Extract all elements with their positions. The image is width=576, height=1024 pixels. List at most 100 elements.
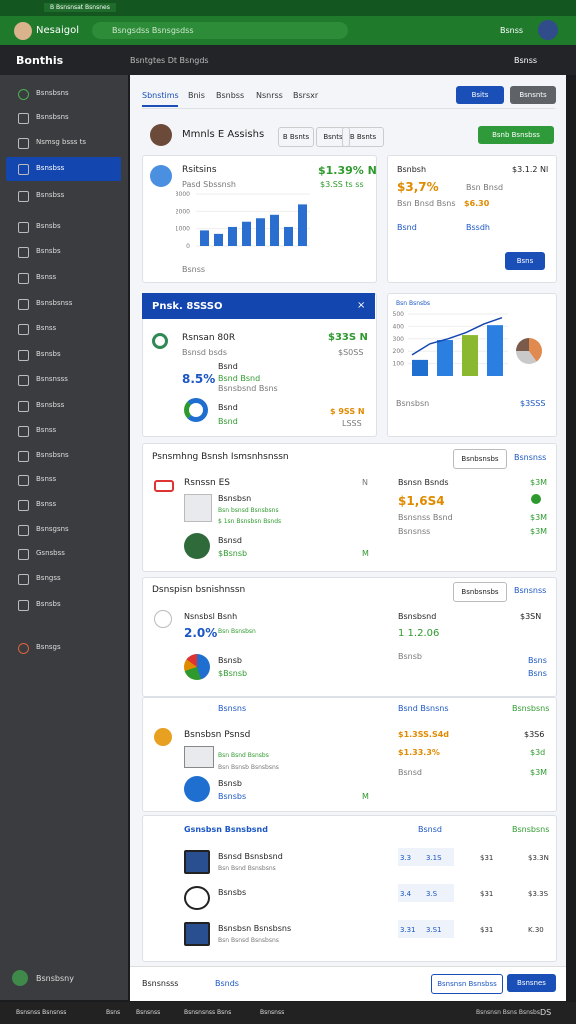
sidebar-item[interactable]: Bsnss — [36, 426, 57, 434]
sidebar-item[interactable]: Bsnsgsns — [36, 525, 69, 533]
sidebar-item[interactable]: Bsnsbss — [36, 191, 65, 199]
footer-link[interactable]: Bsnds — [215, 979, 239, 988]
alert-foot-value: $ 9SS N — [330, 407, 365, 416]
tab[interactable]: Bsrsxr — [293, 91, 319, 100]
tab-divider — [142, 108, 555, 109]
primary-button[interactable]: Bsits — [456, 86, 504, 104]
y-tick-label: 2000 — [176, 208, 190, 215]
row-icon — [184, 533, 210, 559]
section-link[interactable]: Bsnsnss — [514, 586, 547, 595]
sidebar-footer-icon — [12, 970, 28, 986]
section-link[interactable]: Bsnsnss — [514, 453, 547, 462]
secondary-button[interactable]: Bsnsnts — [510, 86, 556, 104]
address-bar[interactable] — [92, 22, 348, 39]
taskbar-item[interactable]: Bsnsnss Bsnsnss — [16, 1009, 67, 1016]
row-name: Bsnsbsn Bsnsbsns — [218, 924, 292, 933]
trend-caption: Bsnsbsn — [396, 399, 430, 408]
sidebar-item[interactable]: Bsnsbs — [36, 350, 61, 358]
tab[interactable]: Bsnbss — [216, 91, 245, 100]
sidebar-icon — [18, 401, 29, 412]
tab[interactable]: Bnis — [188, 91, 205, 100]
alert-detail: Bsnd Bsnd — [218, 374, 261, 383]
row-mark: $3d — [530, 748, 546, 757]
sidebar-icon — [18, 138, 29, 149]
y-tick-label: 400 — [393, 323, 405, 330]
summary-foot-left: Bsnd — [397, 223, 417, 232]
sidebar-icon — [18, 643, 29, 654]
row-name: Bsnsbsn — [218, 494, 252, 503]
row-right-title: Bsnsn Bsnds — [398, 478, 449, 487]
sidebar-item[interactable]: Bsnsbsns — [36, 113, 69, 121]
row-band — [398, 920, 454, 938]
row-thumb — [184, 886, 210, 910]
account-label[interactable]: Bsnss — [500, 26, 524, 35]
sidebar-item[interactable]: Bsnss — [36, 273, 57, 281]
sidebar-item[interactable]: Bsnsbsns — [36, 451, 69, 459]
sidebar-item[interactable]: Nsmsg bsss ts — [36, 138, 87, 146]
tab[interactable]: Nsnrss — [256, 91, 283, 100]
sidebar-item[interactable]: Bsnsbs — [36, 222, 61, 230]
row-detail: Bsnsnss — [398, 527, 431, 536]
row-icon — [154, 480, 174, 492]
sidebar-item[interactable]: Bsngss — [36, 574, 61, 582]
taskbar-item[interactable]: Bsnsnss — [136, 1009, 161, 1016]
summary-detail: Bsn Bnsd Bsns — [397, 199, 456, 208]
taskbar-item[interactable]: Bsnsnss — [260, 1009, 285, 1016]
row-value: $1.3SS.S4d — [398, 730, 449, 739]
summary-foot-right: Bssdh — [466, 223, 490, 232]
app-header — [0, 45, 576, 75]
sidebar-icon — [18, 574, 29, 585]
sidebar-footer[interactable]: Bsnsbsny — [36, 974, 74, 983]
sidebar-item[interactable]: Bsnsbs — [36, 247, 61, 255]
close-button[interactable]: × — [357, 300, 366, 311]
summary-card — [387, 155, 557, 283]
row-detail: $ 1sn Bsnsbsn Bsnds — [218, 518, 282, 525]
doc-thumb — [184, 746, 214, 768]
sidebar-item[interactable]: Bsnsgs — [36, 643, 61, 651]
row-detail: Bsnsbs — [218, 792, 247, 801]
section-4 — [142, 815, 557, 962]
row-name: Nsnsbsl Bsnh — [184, 612, 238, 621]
breadcrumb[interactable]: Bsntgtes Dt Bsngds — [130, 56, 209, 65]
header-user[interactable]: Bsnss — [514, 56, 538, 65]
sidebar-item[interactable]: Bsnss — [36, 324, 57, 332]
sidebar-icon — [18, 375, 29, 386]
taskbar-item[interactable]: Bsnsnsnss Bsns — [184, 1009, 232, 1016]
sidebar-item[interactable]: Bsnss — [36, 475, 57, 483]
account-avatar[interactable] — [538, 20, 558, 40]
bar — [462, 335, 478, 376]
bar — [412, 359, 428, 376]
sidebar-item[interactable]: Bsnsbsnss — [36, 299, 73, 307]
profile-name: Nesaigol — [36, 25, 79, 36]
cta-button[interactable]: Bsnb Bsnsbss — [478, 126, 554, 144]
sidebar-item[interactable]: Bsnsnsss — [36, 375, 68, 383]
sidebar-item[interactable]: Bsnss — [36, 500, 57, 508]
row-right-mark: $3SN — [520, 612, 542, 621]
filter-button[interactable]: Bsnts — [316, 127, 350, 147]
sidebar-item[interactable]: Bsnsbsns — [36, 89, 69, 97]
sidebar-icon — [18, 525, 29, 536]
row-cell: $31 — [480, 854, 494, 862]
row-detail: Bsnsd — [398, 768, 422, 777]
tab[interactable]: Sbnstims — [142, 91, 179, 100]
footer-secondary[interactable]: Bsnsnsn Bsnsbss — [431, 974, 503, 994]
sidebar-item[interactable]: Bsnsbss — [36, 164, 65, 172]
row-cell: $3.3N — [528, 854, 549, 862]
row-mark: Bsns — [528, 669, 547, 678]
filter-button[interactable]: B Bsnts — [278, 127, 314, 147]
row-value: $1,6S4 — [398, 494, 445, 508]
sidebar-item[interactable]: Bsnsbs — [36, 600, 61, 608]
sidebar-icon — [18, 191, 29, 202]
section-button[interactable]: Bsnbsnsbs — [453, 449, 507, 469]
bar — [214, 233, 223, 246]
summary-dropdown[interactable]: Bsns — [505, 252, 545, 270]
taskbar-item[interactable]: Bsns — [106, 1009, 121, 1016]
row-name: Rsnssn ES — [184, 478, 230, 488]
footer-primary[interactable]: Bsnsnes — [507, 974, 556, 992]
section-button[interactable]: Bsnbsnsbs — [453, 582, 507, 602]
y-tick-label: 1000 — [176, 226, 190, 233]
sidebar-item[interactable]: Gsnsbss — [36, 549, 65, 557]
sidebar-item[interactable]: Bsnsbss — [36, 401, 65, 409]
browser-tab[interactable]: B Bsnsnsat Bsnsnes — [44, 3, 116, 12]
filter-button[interactable]: B Bsnts — [342, 127, 384, 147]
